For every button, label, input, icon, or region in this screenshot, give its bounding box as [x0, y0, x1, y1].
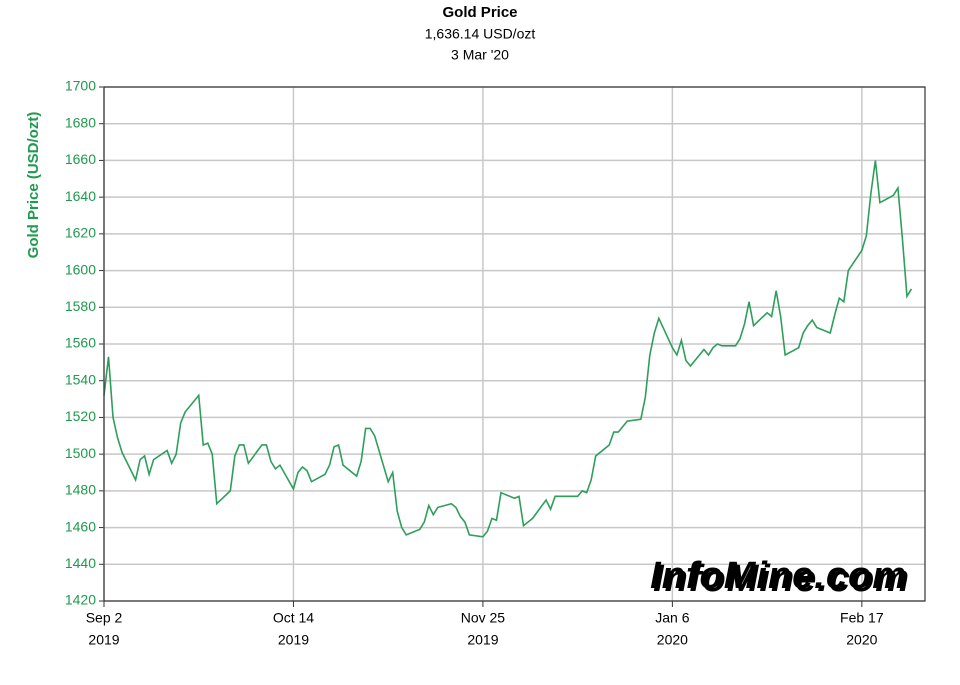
x-tick-year: 2019	[278, 632, 309, 648]
chart-title: Gold Price	[442, 4, 517, 21]
chart-date: 3 Mar '20	[451, 47, 509, 63]
x-tick-year: 2019	[467, 632, 498, 648]
y-tick-label: 1560	[65, 335, 96, 351]
watermark-shadow: InfoMine.com	[653, 558, 910, 600]
y-axis-label: Gold Price (USD/ozt)	[25, 112, 42, 259]
y-tick-label: 1680	[65, 114, 96, 130]
y-tick-label: 1620	[65, 225, 96, 241]
watermark: InfoMine.com	[650, 555, 907, 597]
x-tick-year: 2020	[657, 632, 688, 648]
x-tick-label: Sep 2	[86, 610, 123, 626]
x-tick-label: Feb 17	[840, 610, 884, 626]
y-tick-label: 1700	[65, 78, 96, 94]
y-tick-label: 1420	[65, 592, 96, 608]
x-tick-label: Jan 6	[655, 610, 689, 626]
chart-subtitle: 1,636.14 USD/ozt	[425, 26, 536, 42]
x-tick-label: Nov 25	[461, 610, 506, 626]
x-tick-year: 2020	[846, 632, 877, 648]
y-tick-label: 1440	[65, 555, 96, 571]
y-tick-label: 1480	[65, 482, 96, 498]
plot-border	[103, 86, 926, 602]
y-tick-label: 1580	[65, 298, 96, 314]
x-tick-label: Oct 14	[273, 610, 314, 626]
y-tick-label: 1540	[65, 371, 96, 387]
y-tick-label: 1660	[65, 151, 96, 167]
y-tick-label: 1600	[65, 261, 96, 277]
y-tick-label: 1460	[65, 518, 96, 534]
y-tick-label: 1520	[65, 408, 96, 424]
y-tick-label: 1640	[65, 188, 96, 204]
price-line	[103, 160, 913, 538]
y-tick-label: 1500	[65, 445, 96, 461]
x-tick-year: 2019	[88, 632, 119, 648]
